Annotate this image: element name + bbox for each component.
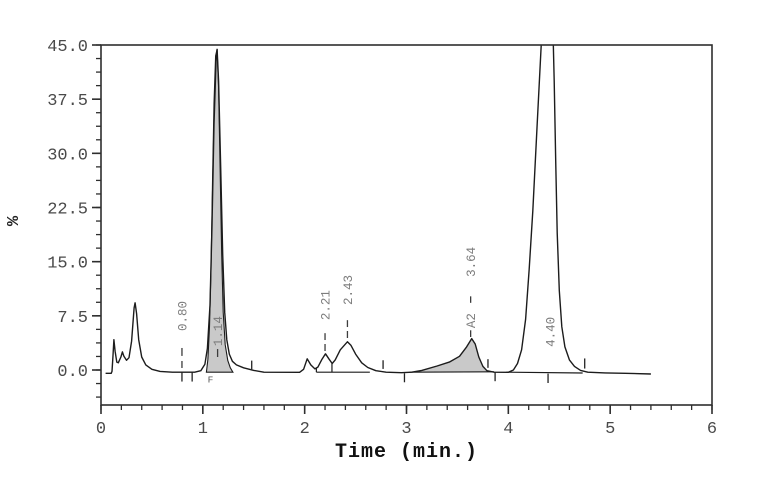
x-axis-title: Time (min.) [334,441,479,464]
peak-label-3-64: 3.64 [465,247,479,277]
peak-label-2-21: 2.21 [320,290,334,320]
peak-label-4-40: 4.40 [545,317,559,347]
x-tick-label: 0 [96,420,106,439]
x-tick-label: 1 [198,420,208,439]
x-tick-label: 3 [401,420,411,439]
peak-label-2-43: 2.43 [342,275,356,305]
peak-label-A2: A2 [465,313,479,328]
plot-frame [100,44,713,406]
y-tick-label: 30.0 [47,146,88,165]
y-axis-title: % [4,215,24,227]
y-tick-label: 15.0 [47,255,88,274]
x-tick-label: 2 [300,420,310,439]
x-tick-label: 5 [605,420,615,439]
peak-label-1-14: 1.14 [212,316,226,346]
y-tick-label: 7.5 [57,309,88,328]
peak-A2-fill [411,338,491,373]
y-tick-label: 45.0 [47,38,88,57]
chromatogram-trace [105,45,651,375]
x-tick-label: 4 [503,420,513,439]
peak-label-F: F [208,374,214,385]
integration-baseline [506,371,583,374]
y-tick-label: 37.5 [47,92,88,111]
x-tick-label: 6 [707,420,717,439]
y-tick-label: 0.0 [57,363,88,382]
peak-label-0-80: 0.80 [176,301,190,331]
y-tick-label: 22.5 [47,201,88,220]
